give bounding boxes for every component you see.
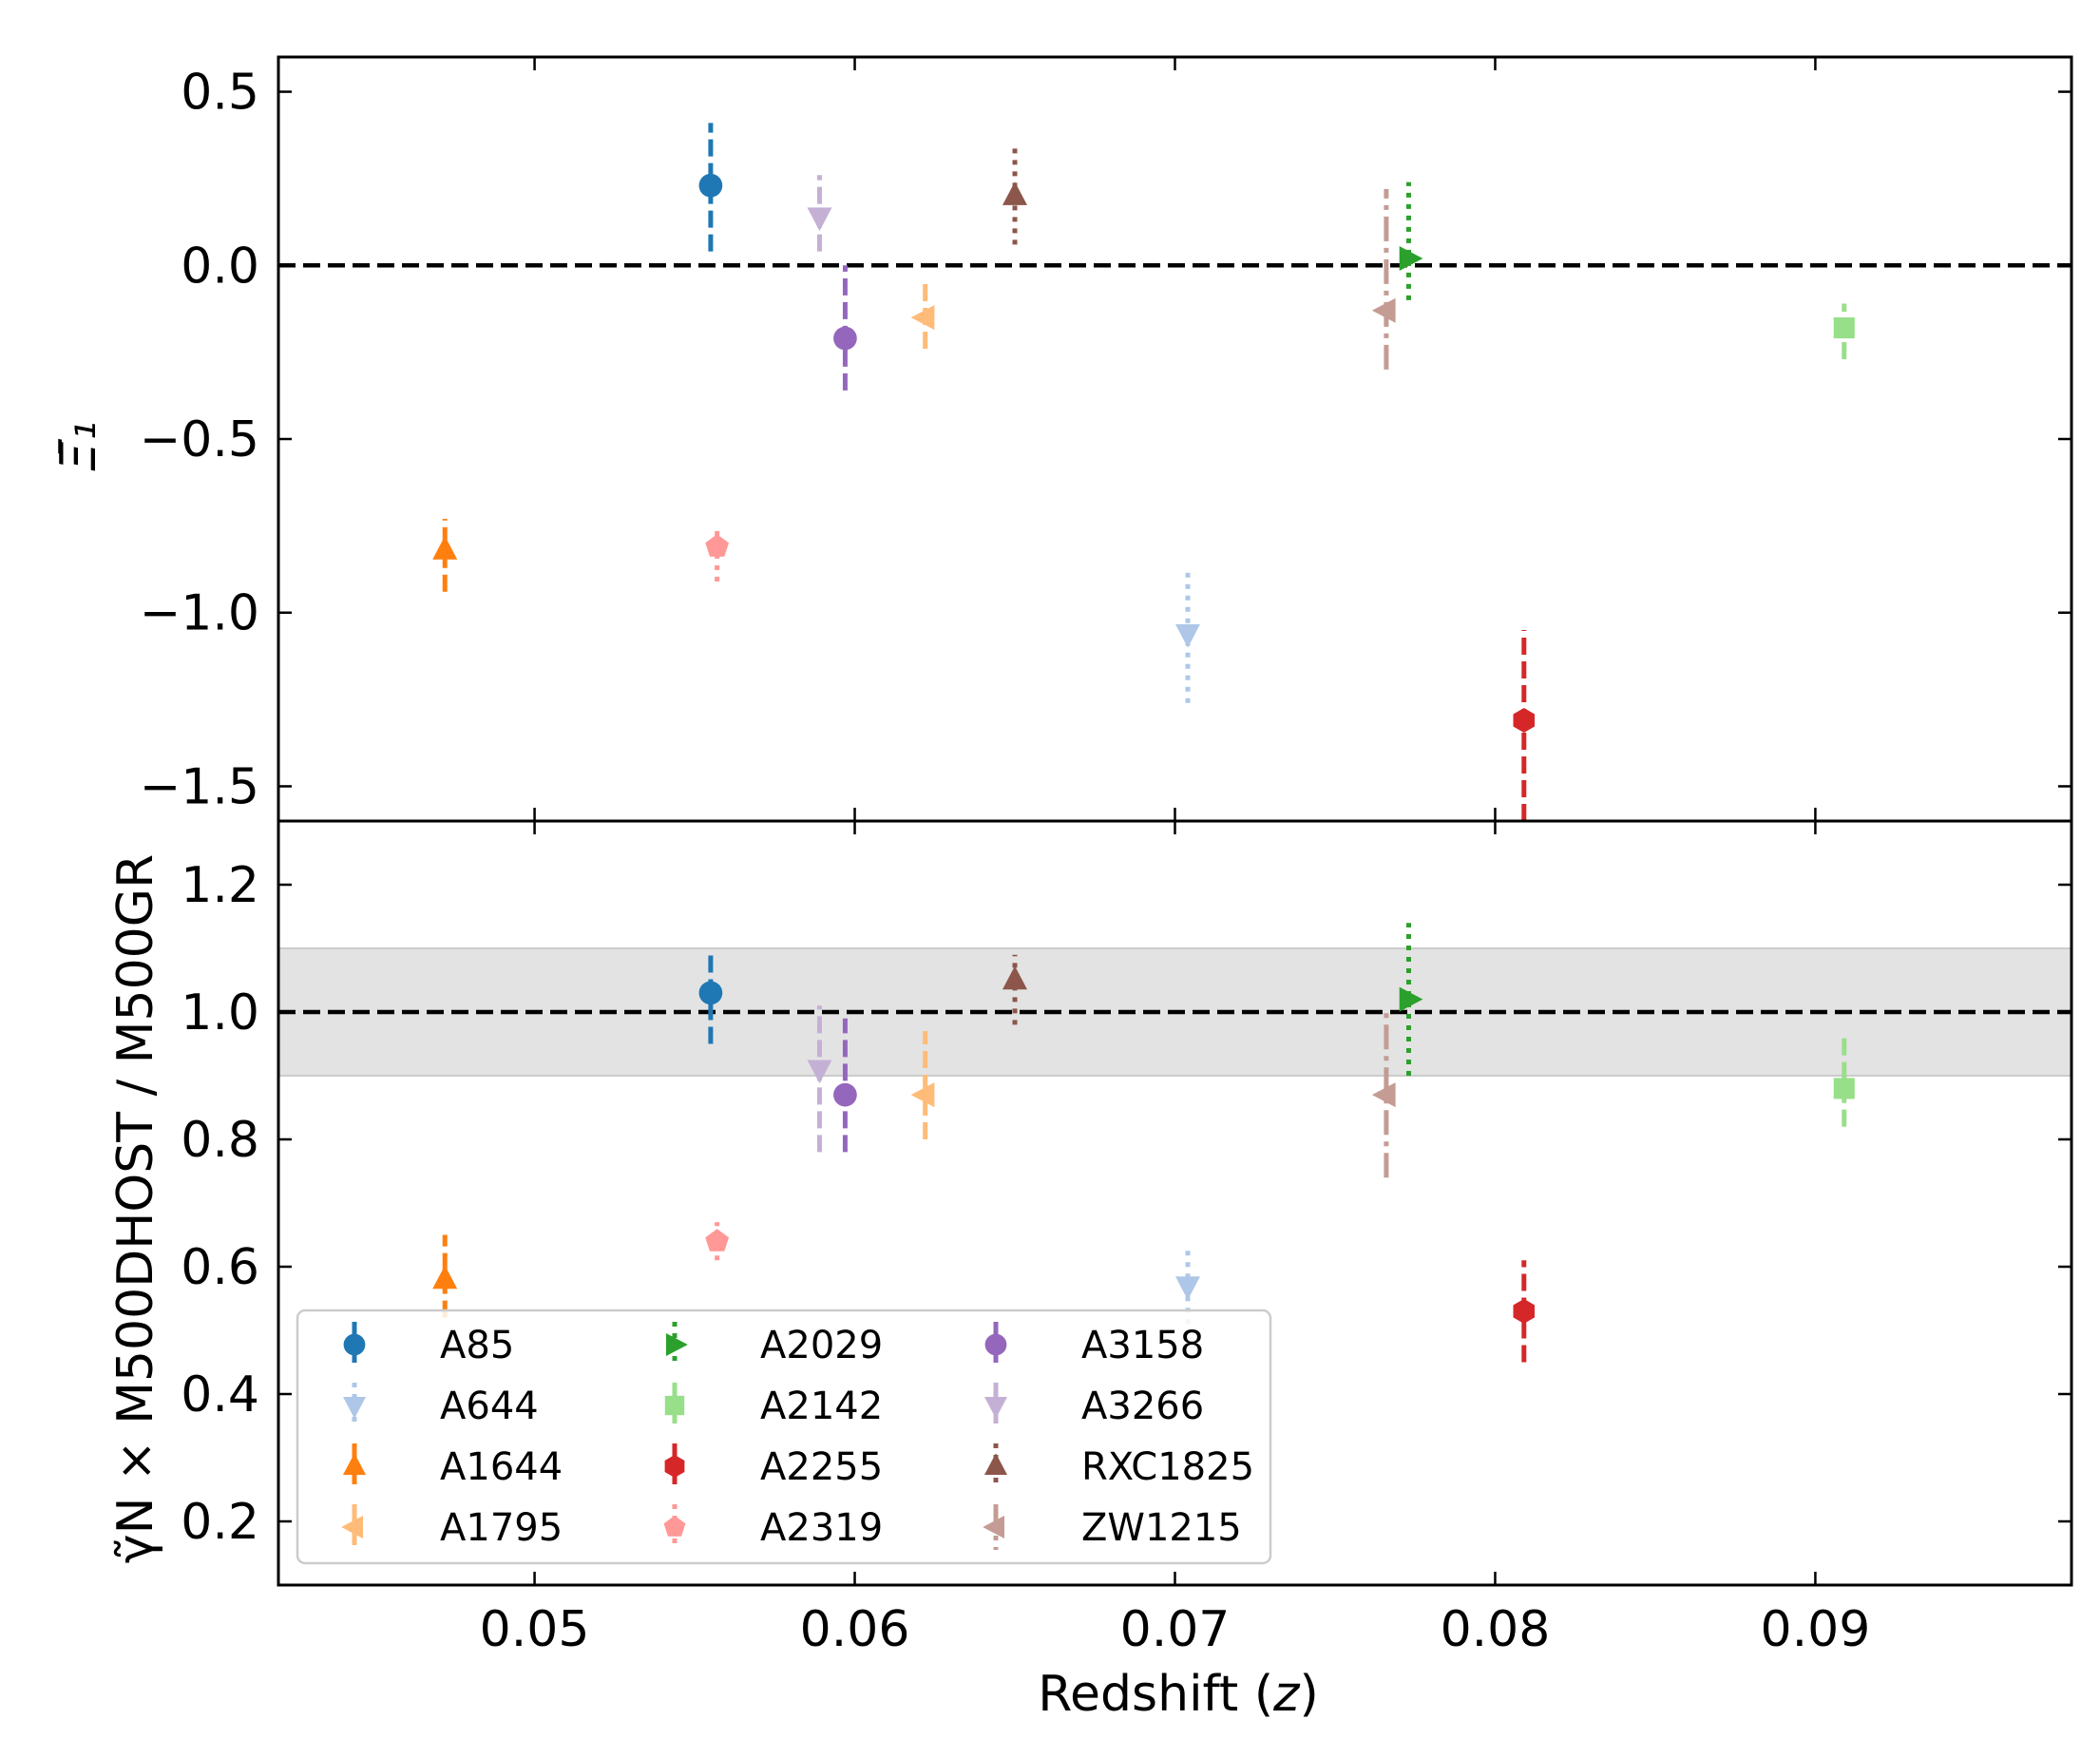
bottom-point-A2142 (1833, 1078, 1855, 1099)
xtick-label: 0.08 (1441, 1601, 1551, 1658)
legend-item-A2319: A2319 (663, 1504, 883, 1550)
bottom-point-ZW1215 (1371, 1082, 1396, 1108)
bottom-point-RXC1825 (1002, 965, 1027, 990)
x-axis-label: Redshift (z) (1038, 1666, 1319, 1723)
top-point-A2029 (1399, 246, 1423, 271)
legend-marker (983, 1516, 1004, 1538)
legend-label: A2142 (760, 1385, 883, 1428)
legend-marker (984, 1453, 1007, 1475)
legend-label: A644 (440, 1385, 539, 1428)
bottom-ytick-label: 0.8 (181, 1112, 259, 1169)
top-point-A644 (1175, 623, 1200, 648)
legend-marker (984, 1397, 1007, 1419)
bottom-point-A3158 (833, 1082, 857, 1107)
top-point-A2142 (1833, 317, 1855, 339)
top-y-axis-label: Ξ̄₁ (50, 421, 107, 472)
xtick-label: 0.07 (1120, 1601, 1231, 1658)
legend-item-ZW1215: ZW1215 (983, 1504, 1242, 1550)
legend-box (296, 1309, 1272, 1565)
top-ytick-label: −1.0 (140, 585, 259, 642)
bottom-ytick-label: 1.0 (181, 984, 259, 1041)
legend-marker (343, 1333, 366, 1356)
legend-marker (664, 1455, 685, 1478)
bottom-y-axis-label: γ̃N × M500DHOST / M500GR (107, 854, 164, 1563)
legend-item-A1795: A1795 (341, 1504, 563, 1550)
legend-item-A2142: A2142 (664, 1383, 883, 1428)
top-plot-area (278, 123, 2071, 821)
legend-label: A85 (440, 1324, 514, 1367)
legend-marker (343, 1397, 366, 1419)
legend: A85 A644 A1644 A1795 A2029 A2142 A2255 A2319 A31… (296, 1309, 1272, 1565)
bottom-point-A2255 (1513, 1298, 1535, 1324)
xtick-label: 0.06 (800, 1601, 910, 1658)
bottom-ytick-label: 1.2 (181, 857, 259, 914)
legend-marker (984, 1333, 1007, 1356)
bottom-point-A2319 (705, 1229, 729, 1252)
top-point-A2255 (1513, 708, 1535, 733)
legend-label: ZW1215 (1081, 1506, 1242, 1550)
legend-label: A2319 (760, 1506, 883, 1550)
bottom-point-A2029 (1399, 986, 1423, 1012)
bottom-ytick-label: 0.4 (181, 1366, 259, 1424)
legend-item-A644: A644 (343, 1383, 539, 1428)
legend-item-A85: A85 (343, 1322, 514, 1367)
legend-label: RXC1825 (1081, 1445, 1254, 1489)
legend-label: A3266 (1081, 1385, 1204, 1428)
legend-label: A2029 (760, 1324, 883, 1367)
bottom-point-A644 (1175, 1276, 1200, 1300)
bottom-ytick-label: 0.6 (181, 1239, 259, 1296)
bottom-ytick-label: 0.2 (181, 1494, 259, 1551)
top-panel: 0.5 0.0 −0.5 −1.0 −1.5 (140, 55, 2073, 823)
legend-marker (663, 1516, 686, 1537)
legend-label: A1644 (440, 1445, 563, 1489)
bottom-panel: 1.2 1.0 0.8 0.6 0.4 0.2 0.05 0.06 0.07 0.08 0.09 (181, 819, 2073, 1658)
legend-item-A2255: A2255 (664, 1443, 883, 1489)
legend-marker (343, 1453, 366, 1475)
top-point-A2319 (705, 534, 729, 557)
legend-item-A1644: A1644 (343, 1443, 563, 1489)
legend-label: A3158 (1081, 1324, 1204, 1367)
top-point-A85 (698, 173, 723, 198)
top-point-A3266 (807, 207, 832, 232)
top-point-ZW1215 (1371, 297, 1396, 323)
top-ytick-label: −1.5 (140, 758, 259, 815)
x-axis-label-text: Redshift (1038, 1666, 1238, 1723)
top-ytick-label: −0.5 (140, 411, 259, 468)
top-point-A1795 (910, 305, 935, 331)
xtick-label: 0.05 (480, 1601, 590, 1658)
x-axis-label-var: z (1272, 1666, 1301, 1723)
top-point-A3158 (833, 326, 857, 351)
top-ytick-label: 0.0 (181, 238, 259, 295)
legend-label: A2255 (760, 1445, 883, 1489)
legend-marker (664, 1395, 685, 1416)
bottom-point-A1644 (432, 1265, 458, 1290)
top-ytick-label: 0.5 (181, 65, 259, 122)
bottom-point-A3266 (807, 1060, 832, 1084)
legend-item-A3266: A3266 (984, 1383, 1204, 1428)
bottom-point-A85 (698, 981, 723, 1005)
bottom-plot-area (278, 923, 2071, 1363)
bottom-point-A1795 (910, 1082, 935, 1108)
legend-marker (666, 1333, 688, 1356)
top-point-RXC1825 (1002, 182, 1027, 205)
legend-marker (341, 1516, 363, 1538)
legend-label: A1795 (440, 1506, 563, 1550)
legend-item-RXC1825: RXC1825 (984, 1443, 1254, 1489)
top-point-A1644 (432, 536, 458, 560)
legend-item-A2029: A2029 (666, 1322, 883, 1367)
legend-item-A3158: A3158 (984, 1322, 1204, 1367)
xtick-label: 0.09 (1761, 1601, 1871, 1658)
